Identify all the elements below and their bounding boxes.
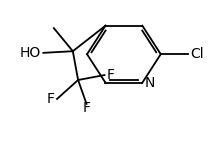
Text: Cl: Cl xyxy=(190,47,204,61)
Text: HO: HO xyxy=(20,46,41,60)
Text: F: F xyxy=(82,101,91,115)
Text: F: F xyxy=(106,68,114,82)
Text: N: N xyxy=(144,76,155,90)
Text: F: F xyxy=(47,92,55,106)
